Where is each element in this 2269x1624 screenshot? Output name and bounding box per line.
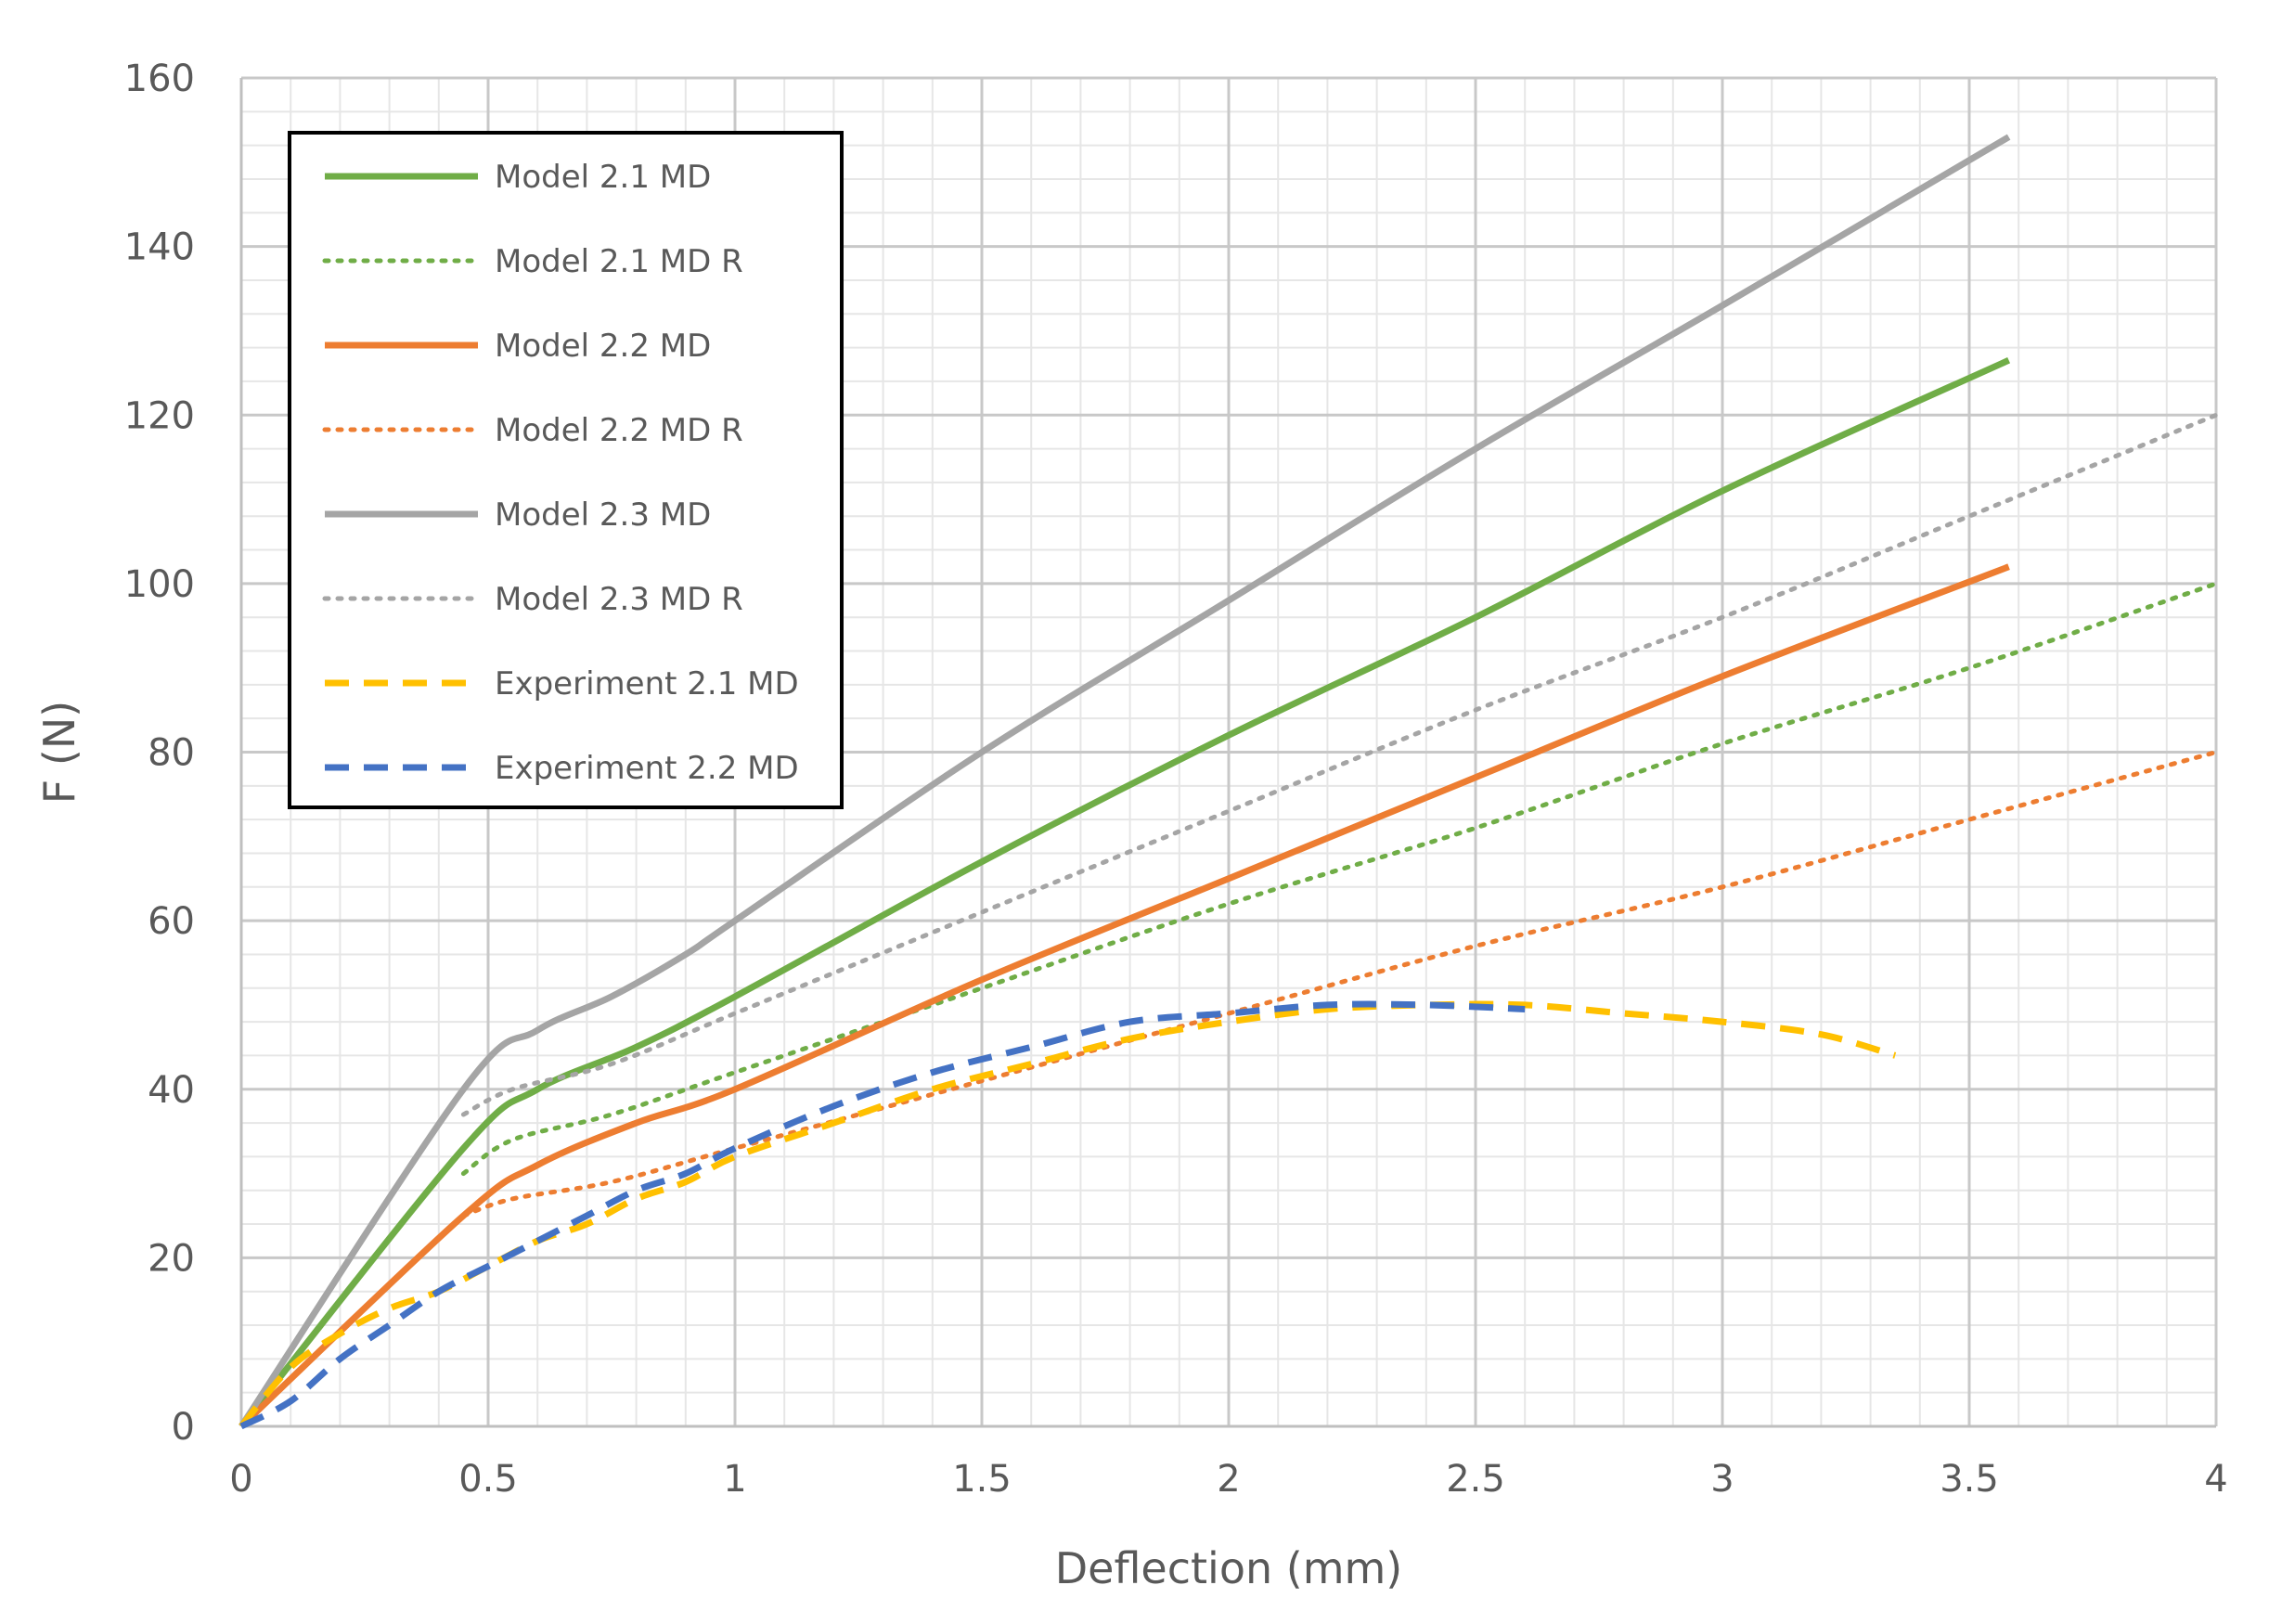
y-tick-label: 0	[172, 1406, 195, 1449]
legend-label: Model 2.3 MD	[495, 496, 711, 534]
series-line-model-2-1-md-r	[460, 581, 2219, 1177]
y-tick-label: 60	[148, 900, 195, 943]
x-tick-label: 3	[1710, 1458, 1734, 1501]
legend-item: Model 2.2 MD R	[322, 412, 743, 449]
legend-label: Model 2.1 MD	[495, 159, 711, 196]
legend-box	[288, 131, 844, 809]
y-tick-label: 100	[124, 563, 195, 606]
series-line-model-2-2-md-r	[460, 750, 2219, 1218]
x-tick-label: 0.5	[458, 1458, 518, 1501]
legend-item: Model 2.3 MD	[325, 496, 711, 534]
legend-label: Model 2.1 MD R	[495, 243, 743, 280]
legend-item: Experiment 2.2 MD	[325, 750, 799, 787]
series-line-experiment-2-2-md	[239, 1000, 1526, 1430]
x-tick-label: 1.5	[952, 1458, 1012, 1501]
series-line-model-2-3-md-r	[460, 412, 2219, 1117]
legend-label: Model 2.3 MD R	[495, 581, 743, 618]
series-line-model-2-2-md	[239, 563, 2010, 1429]
series-line-model-2-3-md	[239, 134, 2011, 1428]
legend: Model 2.1 MD Model 2.1 MD R Model 2.2 MD Mo…	[288, 131, 844, 809]
y-tick-label: 140	[124, 226, 195, 269]
x-tick-label: 2	[1217, 1458, 1240, 1501]
legend-label: Model 2.2 MD	[495, 328, 711, 365]
y-tick-label: 20	[148, 1237, 195, 1280]
legend-item: Model 2.1 MD	[325, 159, 711, 196]
legend-item: Model 2.1 MD R	[322, 243, 743, 280]
x-axis-title: Deflection (mm)	[1055, 1543, 1403, 1593]
y-axis-title: F (N)	[34, 701, 84, 804]
legend-item: Model 2.3 MD R	[322, 581, 743, 618]
y-tick-label: 160	[124, 58, 195, 100]
legend-item: Experiment 2.1 MD	[325, 665, 799, 702]
series-line-model-2-1-md	[239, 357, 2011, 1429]
legend-label: Experiment 2.1 MD	[495, 665, 799, 702]
y-tick-label: 80	[148, 732, 195, 775]
legend-label: Model 2.2 MD R	[495, 412, 743, 449]
legend-label: Experiment 2.2 MD	[495, 750, 799, 787]
x-tick-label: 3.5	[1940, 1458, 1999, 1501]
x-tick-label: 0	[229, 1458, 252, 1501]
x-tick-label: 1	[723, 1458, 746, 1501]
series-layer	[239, 134, 2219, 1430]
x-tick-label: 2.5	[1446, 1458, 1505, 1501]
x-tick-label: 4	[2204, 1458, 2227, 1501]
y-tick-label: 120	[124, 394, 195, 437]
y-tick-label: 40	[148, 1069, 195, 1112]
legend-item: Model 2.2 MD	[325, 328, 711, 365]
